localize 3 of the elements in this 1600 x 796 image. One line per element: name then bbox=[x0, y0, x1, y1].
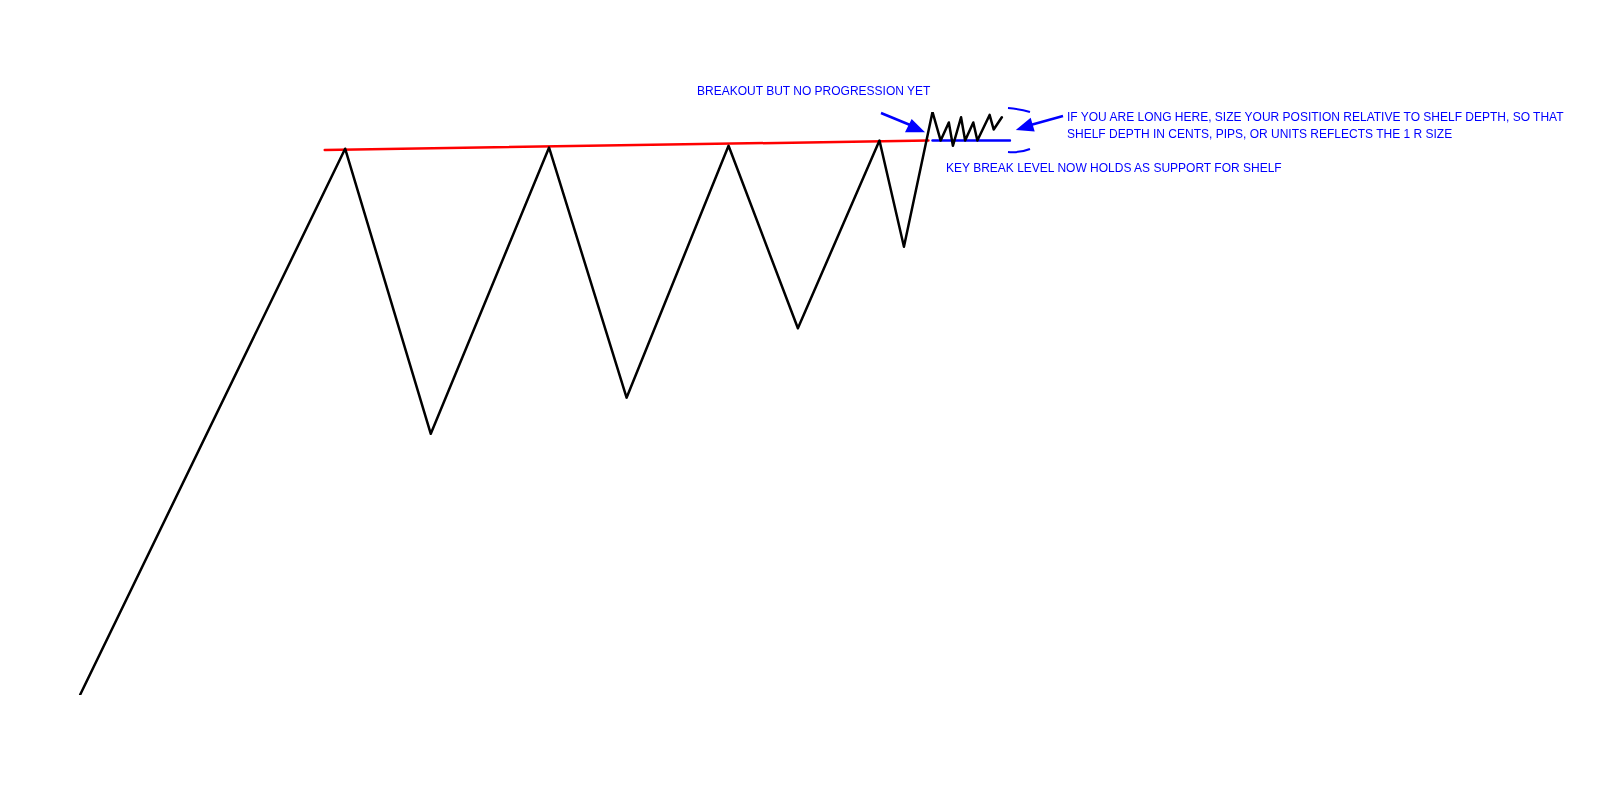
text: BREAKOUT BUT NO PROGRESSION YET bbox=[697, 83, 931, 100]
text: IF YOU ARE LONG HERE, SIZE YOUR POSITION RELATIVE TO SHELF DEPTH, SO THAT SHELF DEPTH IN CENTS, PIPS, OR UNITS REFLECTS THE 1 R SIZE bbox=[1067, 109, 1565, 143]
annotation: KEY BREAK LEVEL NOW HOLDS AS SUPPORT FOR SHELF bbox=[946, 160, 1282, 177]
